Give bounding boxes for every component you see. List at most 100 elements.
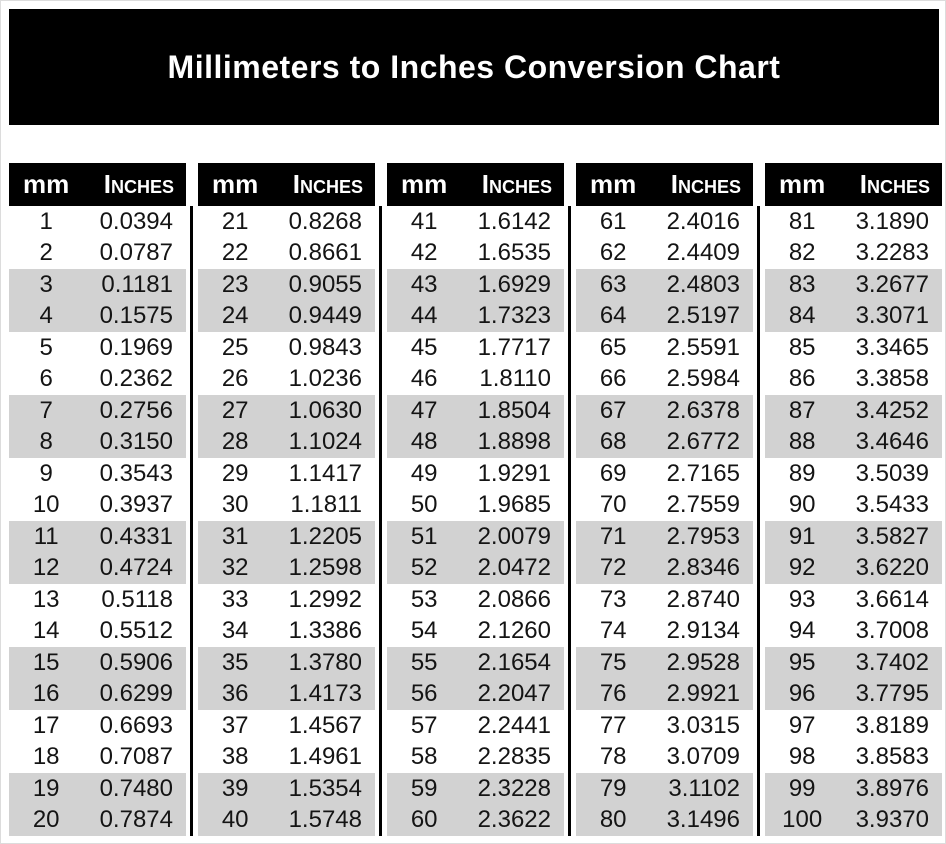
inches-value: 0.0394 [99, 207, 173, 235]
inches-value: 1.8504 [477, 396, 551, 424]
inches-column-header: Inches [292, 169, 363, 199]
table-row: 51 2.0079 [387, 521, 564, 553]
mm-value: 53 [410, 585, 438, 613]
inches-value: 1.5748 [288, 806, 362, 834]
inches-value: 2.9921 [666, 680, 740, 708]
mm-value: 15 [32, 648, 60, 676]
mm-value: 38 [221, 743, 249, 771]
inches-value: 0.1181 [101, 270, 173, 298]
inches-value: 0.3937 [99, 491, 173, 519]
inches-value: 1.1417 [288, 459, 362, 487]
table-row: 71 2.7953 [576, 521, 753, 553]
inches-value: 3.4646 [855, 428, 929, 456]
table-row: 56 2.2047 [387, 678, 564, 710]
table-row: 37 1.4567 [198, 710, 375, 742]
page-title: Millimeters to Inches Conversion Chart [9, 9, 939, 125]
inches-value: 0.3150 [99, 428, 173, 456]
mm-value: 88 [788, 428, 816, 456]
inches-value: 2.1654 [477, 648, 551, 676]
inches-value: 1.0236 [288, 365, 362, 393]
mm-value: 21 [221, 207, 249, 235]
group-header-row: mm Inches [576, 163, 753, 206]
table-row: 68 2.6772 [576, 426, 753, 458]
group-header-row: mm Inches [765, 163, 942, 206]
mm-value: 65 [599, 333, 627, 361]
column-group: mm Inches 21 0.8268 22 0.8661 23 0.9055 24 0.9449… [198, 163, 375, 836]
mm-value: 92 [788, 554, 816, 582]
inches-value: 0.3543 [99, 459, 173, 487]
table-row: 76 2.9921 [576, 678, 753, 710]
table-row: 24 0.9449 [198, 300, 375, 332]
inches-value: 0.7874 [99, 806, 173, 834]
mm-value: 23 [221, 270, 249, 298]
table-row: 88 3.4646 [765, 426, 942, 458]
table-row: 66 2.5984 [576, 364, 753, 396]
inches-value: 2.0079 [477, 522, 551, 550]
inches-value: 2.4803 [666, 270, 740, 298]
mm-value: 36 [221, 680, 249, 708]
table-row: 63 2.4803 [576, 269, 753, 301]
inches-value: 1.3780 [288, 648, 362, 676]
mm-value: 40 [221, 806, 249, 834]
table-row: 86 3.3858 [765, 364, 942, 396]
mm-value: 55 [410, 648, 438, 676]
table-groups: mm Inches 1 0.0394 2 0.0787 3 0.1181 4 0.1575 5 0.1… [9, 163, 942, 836]
inches-value: 1.4173 [288, 680, 362, 708]
mm-value: 87 [788, 396, 816, 424]
mm-value: 13 [32, 585, 60, 613]
inches-value: 0.5512 [99, 617, 173, 645]
inches-value: 3.3465 [855, 333, 929, 361]
inches-value: 3.5433 [855, 491, 929, 519]
mm-value: 33 [221, 585, 249, 613]
inches-value: 3.3071 [855, 302, 929, 330]
mm-value: 14 [32, 617, 60, 645]
inches-value: 2.7165 [666, 459, 740, 487]
mm-value: 25 [221, 333, 249, 361]
table-row: 25 0.9843 [198, 332, 375, 364]
mm-value: 91 [788, 522, 816, 550]
inches-value: 3.8189 [855, 711, 929, 739]
mm-column-header: mm [212, 169, 259, 199]
mm-value: 71 [599, 522, 627, 550]
table-row: 79 3.1102 [576, 773, 753, 805]
inches-value: 3.2283 [855, 239, 929, 267]
inches-column-header: Inches [481, 169, 552, 199]
inches-value: 0.6299 [99, 680, 173, 708]
mm-value: 43 [410, 270, 438, 298]
inches-value: 0.7087 [99, 743, 173, 771]
mm-value: 42 [410, 239, 438, 267]
inches-value: 0.1969 [99, 333, 173, 361]
mm-value: 35 [221, 648, 249, 676]
table-row: 19 0.7480 [9, 773, 186, 805]
table-row: 45 1.7717 [387, 332, 564, 364]
inches-value: 2.6772 [666, 428, 740, 456]
table-row: 98 3.8583 [765, 742, 942, 774]
mm-value: 5 [39, 333, 53, 361]
table-row: 90 3.5433 [765, 490, 942, 522]
table-row: 6 0.2362 [9, 364, 186, 396]
mm-value: 2 [39, 239, 53, 267]
table-row: 1 0.0394 [9, 206, 186, 238]
table-row: 38 1.4961 [198, 742, 375, 774]
table-row: 47 1.8504 [387, 395, 564, 427]
inches-value: 2.2835 [477, 743, 551, 771]
table-row: 12 0.4724 [9, 552, 186, 584]
inches-value: 3.6614 [855, 585, 929, 613]
mm-value: 61 [599, 207, 627, 235]
inches-value: 0.8661 [288, 239, 362, 267]
table-row: 61 2.4016 [576, 206, 753, 238]
inches-value: 0.6693 [99, 711, 173, 739]
table-row: 74 2.9134 [576, 616, 753, 648]
mm-value: 67 [599, 396, 627, 424]
mm-value: 50 [410, 491, 438, 519]
mm-value: 8 [39, 428, 53, 456]
table-row: 13 0.5118 [9, 584, 186, 616]
mm-value: 79 [599, 774, 627, 802]
inches-value: 1.7323 [477, 302, 551, 330]
inches-value: 3.9370 [855, 806, 929, 834]
table-row: 95 3.7402 [765, 647, 942, 679]
mm-value: 95 [788, 648, 816, 676]
inches-value: 2.0866 [477, 585, 551, 613]
table-row: 96 3.7795 [765, 678, 942, 710]
